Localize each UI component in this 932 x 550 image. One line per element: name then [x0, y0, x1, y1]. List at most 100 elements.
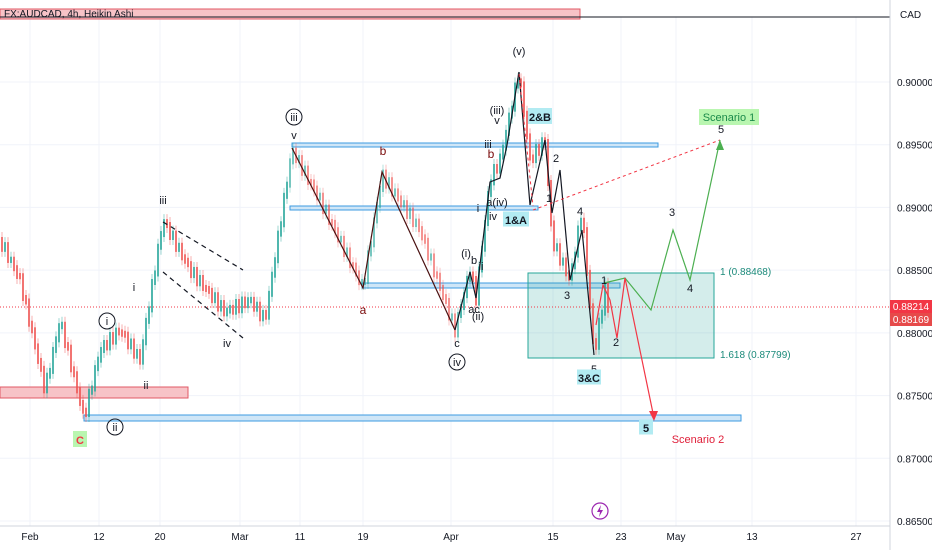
price-tick-label: 0.89500 [897, 141, 932, 152]
wave-circle [98, 312, 116, 330]
candle-body [340, 235, 342, 243]
candle-body [442, 284, 444, 301]
candle-body [274, 257, 276, 278]
candle-body [250, 296, 252, 304]
candle-body [25, 295, 27, 305]
wave-label: b [380, 144, 387, 158]
price-tick-label: 0.90000 [897, 78, 932, 89]
candle-body [121, 329, 123, 337]
wave-label: 1 [601, 275, 607, 287]
candle-body [259, 301, 261, 322]
candle-body [13, 256, 15, 272]
candle-body [271, 271, 273, 297]
candle-body [379, 185, 381, 208]
candle-body [553, 220, 555, 252]
candle-body [253, 296, 255, 312]
current-price-label: 0.88169 [893, 315, 930, 326]
candle-body [460, 304, 462, 318]
candle-body [244, 296, 246, 309]
candle-body [268, 290, 270, 320]
candle-body [388, 177, 390, 189]
candle-body [595, 338, 597, 350]
candle-body [439, 272, 441, 291]
candle-body [70, 344, 72, 373]
scenario-1-path [603, 139, 721, 312]
candle-body [316, 185, 318, 201]
candle-body [433, 253, 435, 278]
decline-wave-line [518, 71, 595, 356]
wave-label: ii [144, 380, 149, 392]
candle-body [196, 266, 198, 287]
candle-body [484, 220, 486, 252]
time-tick-label: 20 [154, 532, 166, 543]
candle-body [181, 242, 183, 261]
boxed-label-bg [528, 108, 552, 124]
wave-label: (iii) [490, 105, 505, 117]
candle-body [577, 225, 579, 258]
wave-label: 2 [553, 153, 559, 165]
candle-body [127, 331, 129, 350]
candle-body [343, 235, 345, 258]
boxed-wave-label: 5 [643, 423, 649, 435]
wave-label: i [133, 282, 135, 294]
wave-label: (i) [461, 248, 471, 260]
candle-body [496, 164, 498, 174]
fib-level-label: 1.618 (0.87799) [720, 350, 791, 361]
candle-body [454, 313, 456, 338]
scenario-1-arrow [716, 140, 724, 150]
candle-body [391, 177, 393, 197]
candle-body [589, 269, 591, 310]
candle-body [409, 207, 411, 219]
candle-body [79, 387, 81, 406]
candle-body [190, 261, 192, 279]
candle-body [52, 346, 54, 374]
impulse-wave-line [454, 71, 520, 331]
candle-body [85, 407, 87, 418]
candle-body [187, 257, 189, 268]
candle-body [358, 270, 360, 286]
candle-body [535, 144, 537, 164]
candle-body [451, 313, 453, 321]
event-marker[interactable] [591, 502, 609, 520]
candle-body [394, 188, 396, 197]
boxed-label-bg [503, 211, 529, 227]
candle-body [397, 188, 399, 202]
candle-body [532, 154, 534, 164]
candle-body [49, 367, 51, 379]
price-tick-label: 0.87500 [897, 392, 932, 403]
candle-body [46, 372, 48, 394]
candle-body [115, 327, 117, 345]
candle-body [4, 242, 6, 252]
boxed-label-bg [73, 431, 87, 447]
candle-body [130, 338, 132, 350]
candle-body [403, 200, 405, 208]
wave-circle [448, 353, 466, 371]
candle-body [328, 204, 330, 225]
scenario-1-bg [699, 109, 759, 125]
candle-body [487, 190, 489, 227]
candle-body [430, 253, 432, 261]
candle-body [1, 237, 3, 252]
candle-body [598, 317, 600, 350]
candle-body [175, 230, 177, 252]
price-tick-label: 0.87000 [897, 454, 932, 465]
candle-body [436, 271, 438, 279]
candle-body [493, 164, 495, 186]
time-tick-label: 23 [615, 532, 627, 543]
scenario-2-label: Scenario 2 [672, 434, 725, 446]
candle-body [481, 245, 483, 273]
candle-body [112, 332, 114, 345]
wave-label: iv [489, 211, 497, 223]
candle-body [10, 256, 12, 263]
wave-drawings [162, 71, 724, 421]
candle-body [124, 330, 126, 338]
candle-body [331, 218, 333, 226]
candle-body [517, 78, 519, 89]
lightning-icon [597, 505, 603, 517]
scenario-2-arrow [649, 411, 658, 421]
price-tick-label: 0.89000 [897, 203, 932, 214]
wave-label: i [477, 203, 479, 215]
candle-body [310, 178, 312, 186]
wave-label: ii [479, 261, 484, 273]
